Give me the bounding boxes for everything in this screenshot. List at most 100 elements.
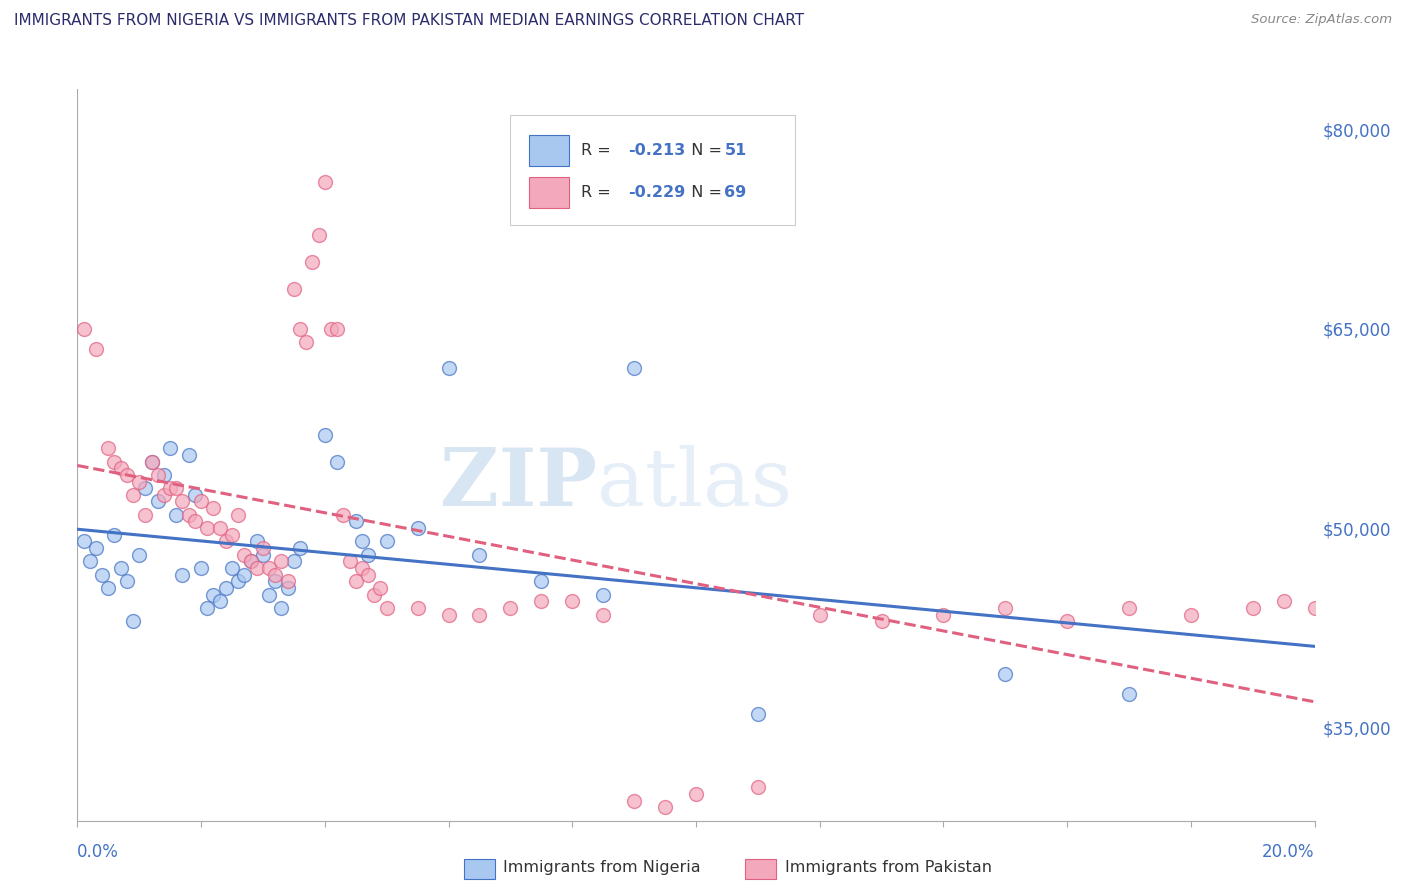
Text: N =: N =	[681, 143, 727, 158]
Point	[72, 321, 94, 335]
Point	[195, 521, 218, 535]
Point	[592, 607, 614, 622]
Point	[184, 488, 207, 502]
Point	[301, 255, 323, 269]
Text: R =: R =	[581, 143, 616, 158]
Point	[344, 515, 367, 529]
Point	[747, 707, 769, 722]
Point	[288, 321, 311, 335]
Point	[103, 527, 125, 541]
Point	[115, 467, 138, 482]
Text: -0.229: -0.229	[628, 185, 685, 200]
Text: 20.0%: 20.0%	[1263, 843, 1315, 861]
Point	[221, 561, 243, 575]
Point	[257, 561, 280, 575]
Point	[994, 600, 1017, 615]
Point	[252, 548, 274, 562]
Point	[530, 594, 553, 608]
Point	[308, 228, 330, 243]
Point	[91, 567, 114, 582]
Point	[277, 574, 299, 589]
Point	[190, 561, 212, 575]
Point	[1272, 594, 1295, 608]
Point	[344, 574, 367, 589]
FancyBboxPatch shape	[510, 115, 794, 225]
Point	[1180, 607, 1202, 622]
Point	[370, 581, 392, 595]
Point	[165, 508, 187, 522]
Point	[246, 561, 269, 575]
Point	[264, 567, 287, 582]
Point	[226, 574, 249, 589]
Point	[277, 581, 299, 595]
Text: IMMIGRANTS FROM NIGERIA VS IMMIGRANTS FROM PAKISTAN MEDIAN EARNINGS CORRELATION : IMMIGRANTS FROM NIGERIA VS IMMIGRANTS FR…	[14, 13, 804, 29]
Point	[270, 554, 292, 568]
Point	[332, 508, 354, 522]
Point	[159, 442, 181, 456]
Point	[122, 488, 145, 502]
Point	[437, 607, 460, 622]
Point	[226, 508, 249, 522]
Point	[350, 534, 373, 549]
Point	[110, 461, 132, 475]
Point	[270, 600, 292, 615]
Point	[326, 454, 349, 468]
Point	[623, 794, 645, 808]
Point	[84, 541, 107, 555]
Point	[406, 600, 429, 615]
Point	[1241, 600, 1264, 615]
Text: ZIP: ZIP	[440, 445, 598, 524]
Point	[208, 594, 231, 608]
Point	[221, 527, 243, 541]
Point	[153, 488, 176, 502]
Point	[184, 515, 207, 529]
Point	[233, 548, 256, 562]
Point	[747, 780, 769, 795]
Point	[350, 561, 373, 575]
Point	[623, 361, 645, 376]
Point	[177, 448, 200, 462]
Point	[202, 501, 225, 516]
Point	[115, 574, 138, 589]
Point	[103, 454, 125, 468]
Point	[808, 607, 831, 622]
Text: 51: 51	[724, 143, 747, 158]
Point	[283, 282, 305, 296]
Text: -0.213: -0.213	[628, 143, 685, 158]
Point	[146, 494, 169, 508]
Point	[252, 541, 274, 555]
FancyBboxPatch shape	[529, 177, 568, 208]
Point	[177, 508, 200, 522]
Point	[202, 588, 225, 602]
Point	[1056, 614, 1078, 628]
Point	[357, 567, 380, 582]
Point	[339, 554, 361, 568]
Text: N =: N =	[681, 185, 727, 200]
Point	[406, 521, 429, 535]
Point	[79, 554, 101, 568]
Point	[97, 581, 120, 595]
Point	[128, 475, 150, 489]
Point	[208, 521, 231, 535]
Point	[1118, 687, 1140, 701]
Text: atlas: atlas	[598, 445, 792, 524]
Point	[159, 481, 181, 495]
Point	[195, 600, 218, 615]
Text: R =: R =	[581, 185, 616, 200]
Point	[153, 467, 176, 482]
Point	[288, 541, 311, 555]
Point	[84, 342, 107, 356]
Point	[468, 607, 491, 622]
Point	[375, 534, 398, 549]
Point	[932, 607, 955, 622]
Point	[468, 548, 491, 562]
Point	[314, 175, 336, 189]
Point	[499, 600, 522, 615]
Text: Immigrants from Pakistan: Immigrants from Pakistan	[785, 860, 991, 874]
Point	[326, 321, 349, 335]
Point	[1118, 600, 1140, 615]
Point	[561, 594, 583, 608]
Point	[375, 600, 398, 615]
Point	[1303, 600, 1326, 615]
Point	[994, 667, 1017, 681]
